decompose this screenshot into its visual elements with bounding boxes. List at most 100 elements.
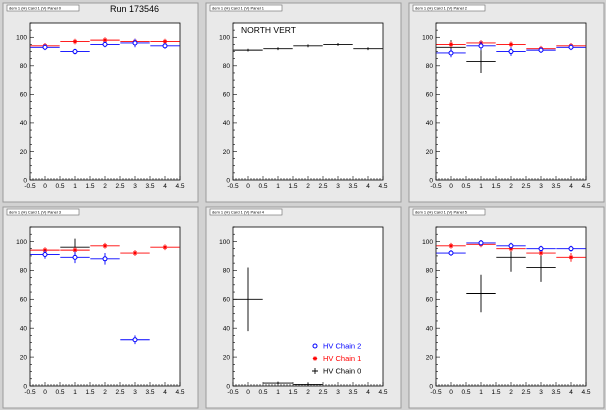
x-tick-label: 2.5: [521, 389, 530, 396]
x-tick-label: 3.5: [551, 389, 560, 396]
x-tick-label: 0.5: [461, 183, 470, 190]
x-tick-label: 0: [43, 183, 47, 190]
data-point: [480, 293, 481, 294]
y-tick-label: 60: [426, 297, 434, 304]
x-tick-label: 3: [539, 389, 543, 396]
data-point: [43, 45, 47, 49]
legend-marker-star: [313, 356, 317, 360]
data-point: [103, 257, 107, 261]
x-tick-label: 0: [246, 389, 250, 396]
data-point: [479, 241, 483, 245]
pad-4: dem 1 (H) Card 1 (V) Panel 4-0.5 0 0.5 1 1.5…: [206, 207, 401, 408]
pad-annotation: NORTH VERT: [241, 25, 296, 35]
x-tick-label: 2.5: [115, 389, 124, 396]
x-tick-label: 1: [73, 389, 77, 396]
y-tick-label: 100: [219, 35, 230, 42]
x-tick-label: 2: [103, 183, 107, 190]
y-tick-label: 20: [426, 354, 434, 361]
x-tick-label: 2.5: [318, 183, 327, 190]
x-tick-label: 4.5: [378, 389, 387, 396]
x-tick-label: 2: [306, 389, 310, 396]
x-tick-label: 1: [73, 183, 77, 190]
x-tick-label: 2: [103, 389, 107, 396]
pad-title: dem 1 (H) Card 1 (V) Panel 5: [415, 210, 468, 215]
x-tick-label: 1: [276, 389, 280, 396]
data-point: [509, 50, 513, 54]
y-tick-label: 0: [23, 383, 27, 390]
x-tick-label: 4.5: [581, 183, 590, 190]
y-tick-label: 100: [219, 239, 230, 246]
data-point: [163, 245, 167, 249]
y-tick-label: 20: [20, 354, 28, 361]
run-label: Run 173546: [110, 4, 159, 14]
x-tick-label: 1.5: [85, 389, 94, 396]
y-tick-label: 60: [20, 92, 28, 99]
x-tick-label: 3: [133, 183, 137, 190]
pad-2: dem 1 (H) Card 1 (V) Panel 2-0.5 0 0.5 1 1.5…: [409, 3, 604, 202]
data-point: [539, 247, 543, 251]
y-tick-label: 40: [223, 325, 231, 332]
x-tick-label: 0: [43, 389, 47, 396]
legend-label: HV Chain 1: [323, 354, 361, 363]
x-tick-label: 2.5: [521, 183, 530, 190]
figure: dem 1 (H) Card 1 (V) Panel 0-0.5 0 0.5 1 1.5…: [0, 0, 606, 410]
y-tick-label: 100: [422, 239, 433, 246]
pad-3: dem 1 (H) Card 1 (V) Panel 3-0.5 0 0.5 1 1.5…: [3, 207, 198, 408]
x-tick-label: 1.5: [491, 389, 500, 396]
data-point: [509, 42, 513, 46]
x-tick-label: 4.5: [378, 183, 387, 190]
y-tick-label: 0: [23, 177, 27, 184]
x-tick-label: 4: [163, 389, 167, 396]
data-point: [103, 244, 107, 248]
data-point: [73, 50, 77, 54]
pad-title: dem 1 (H) Card 1 (V) Panel 1: [212, 6, 265, 11]
data-point: [277, 383, 278, 384]
y-tick-label: 0: [429, 383, 433, 390]
data-point: [103, 42, 107, 46]
x-tick-label: 1: [479, 389, 483, 396]
data-point: [247, 299, 248, 300]
x-tick-label: 2: [306, 183, 310, 190]
y-tick-label: 100: [16, 239, 27, 246]
data-point: [277, 48, 278, 49]
x-tick-label: 0.5: [55, 183, 64, 190]
x-tick-label: 4: [366, 389, 370, 396]
data-point: [509, 244, 513, 248]
x-tick-label: 4: [366, 183, 370, 190]
x-tick-label: 4.5: [581, 389, 590, 396]
data-point: [133, 251, 137, 255]
data-point: [449, 251, 453, 255]
x-tick-label: 1: [479, 183, 483, 190]
plot-frame: [30, 227, 180, 386]
legend-marker-circle: [313, 344, 317, 348]
x-tick-label: 0: [449, 389, 453, 396]
data-point: [337, 44, 338, 45]
legend-label: HV Chain 0: [323, 367, 361, 376]
y-tick-label: 100: [422, 35, 433, 42]
pad-1: dem 1 (H) Card 1 (V) Panel 1-0.5 0 0.5 1 1.5…: [206, 3, 401, 202]
y-tick-label: 20: [20, 149, 28, 156]
y-tick-label: 80: [20, 268, 28, 275]
x-tick-label: 2: [509, 183, 513, 190]
y-tick-label: 80: [223, 268, 231, 275]
y-tick-label: 80: [426, 268, 434, 275]
y-tick-label: 40: [426, 325, 434, 332]
y-tick-label: 60: [20, 297, 28, 304]
data-point: [569, 255, 573, 259]
y-tick-label: 40: [223, 120, 231, 127]
y-tick-label: 20: [426, 149, 434, 156]
x-tick-label: 4: [569, 389, 573, 396]
data-point: [569, 45, 573, 49]
x-tick-label: 1.5: [85, 183, 94, 190]
x-tick-label: 0.5: [258, 183, 267, 190]
x-tick-label: 0: [246, 183, 250, 190]
y-tick-label: 60: [223, 92, 231, 99]
data-point: [367, 48, 368, 49]
pad-title: dem 1 (H) Card 1 (V) Panel 4: [212, 210, 265, 215]
x-tick-label: 3.5: [145, 183, 154, 190]
data-point: [43, 252, 47, 256]
y-tick-label: 0: [226, 177, 230, 184]
x-tick-label: 1.5: [288, 389, 297, 396]
x-tick-label: 0.5: [461, 389, 470, 396]
x-tick-label: 2.5: [115, 183, 124, 190]
